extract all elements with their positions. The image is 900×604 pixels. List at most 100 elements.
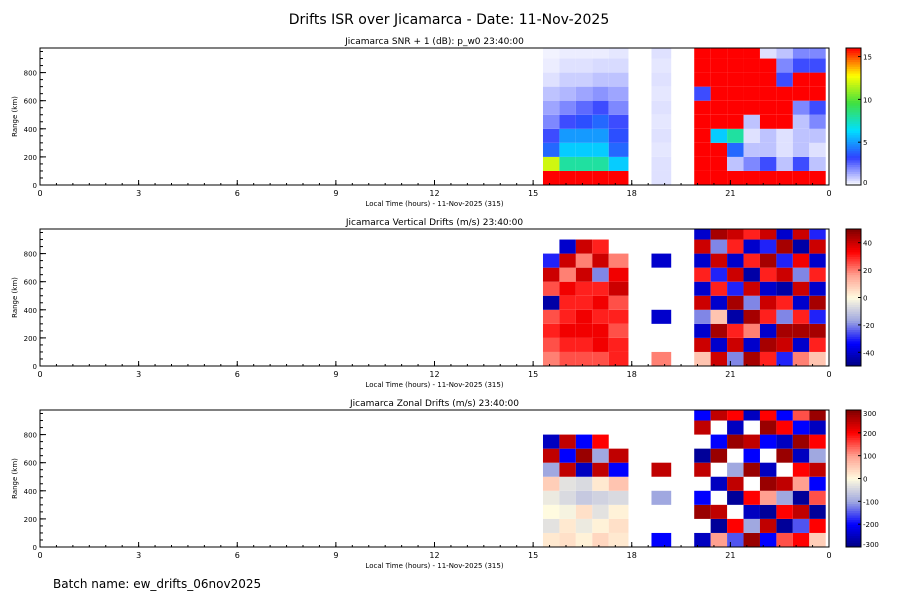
x-axis-label: Local Time (hours) - 11-Nov-2025 (315) bbox=[365, 200, 503, 208]
heatmap-cell bbox=[559, 351, 576, 366]
colorbar-segment bbox=[846, 247, 861, 251]
heatmap-cell bbox=[759, 170, 777, 185]
heatmap-cell bbox=[559, 267, 576, 282]
colorbar-segment bbox=[846, 52, 861, 56]
colorbar-tick-label: 10 bbox=[863, 96, 872, 104]
heatmap-cell bbox=[710, 323, 728, 338]
heatmap-cell bbox=[559, 532, 576, 547]
colorbar-segment bbox=[846, 517, 861, 521]
heatmap-cell bbox=[809, 434, 826, 449]
colorbar-segment bbox=[846, 89, 861, 92]
heatmap-cell bbox=[592, 434, 609, 449]
heatmap-cell bbox=[575, 532, 593, 547]
x-tick-label: 18 bbox=[627, 370, 637, 379]
heatmap-cell bbox=[710, 410, 728, 421]
heatmap-cell bbox=[759, 323, 777, 338]
heatmap-cell bbox=[575, 434, 593, 449]
heatmap-cell bbox=[651, 490, 672, 505]
heatmap-cell bbox=[542, 100, 560, 115]
heatmap-cell bbox=[710, 281, 728, 296]
heatmap-cell bbox=[542, 72, 560, 87]
heatmap-cell bbox=[809, 72, 826, 87]
heatmap-cell bbox=[776, 420, 793, 435]
y-tick-label: 600 bbox=[24, 460, 37, 468]
colorbar-segment bbox=[846, 178, 861, 181]
colorbar-segment bbox=[846, 528, 861, 532]
colorbar: 0 5 10 15 bbox=[845, 47, 872, 187]
heatmap-cell bbox=[608, 86, 629, 101]
heatmap-cell bbox=[694, 295, 711, 310]
heatmap-cell bbox=[694, 142, 711, 157]
heatmap-cell bbox=[542, 253, 560, 268]
colorbar-segment bbox=[846, 352, 861, 356]
heatmap-cell bbox=[559, 448, 576, 463]
colorbar-tick-label: 200 bbox=[863, 430, 876, 438]
figure-title: Drifts ISR over Jicamarca - Date: 11-Nov… bbox=[289, 12, 610, 28]
colorbar-segment bbox=[846, 258, 861, 262]
heatmap-cell bbox=[809, 142, 826, 157]
colorbar-segment bbox=[846, 311, 861, 314]
heatmap-cell bbox=[809, 518, 826, 533]
colorbar-segment bbox=[846, 329, 861, 333]
y-tick-label: 0 bbox=[33, 363, 37, 371]
colorbar-segment bbox=[846, 435, 861, 438]
heatmap-cell bbox=[542, 48, 560, 59]
heatmap-cell bbox=[651, 58, 672, 73]
heatmap-cell bbox=[727, 253, 744, 268]
heatmap-cell bbox=[759, 504, 777, 519]
heatmap-cell bbox=[792, 462, 810, 477]
colorbar-tick-label: 40 bbox=[863, 240, 872, 248]
heatmap-cell bbox=[608, 114, 629, 129]
heatmap-cell bbox=[792, 295, 810, 310]
heatmap-cell bbox=[542, 58, 560, 73]
colorbar-segment bbox=[846, 137, 861, 140]
heatmap-cell bbox=[727, 462, 744, 477]
colorbar-segment bbox=[846, 118, 861, 122]
x-tick-label: 18 bbox=[627, 189, 637, 198]
colorbar-segment bbox=[846, 242, 861, 246]
colorbar-segment bbox=[846, 157, 861, 161]
heatmap-cell bbox=[575, 476, 593, 491]
colorbar-segment bbox=[846, 297, 861, 301]
heatmap-cell bbox=[559, 86, 576, 101]
colorbar-segment bbox=[846, 54, 861, 58]
x-tick-label: 0 bbox=[826, 370, 831, 379]
colorbar-segment bbox=[846, 526, 861, 530]
colorbar-segment bbox=[846, 437, 861, 441]
heatmap-cell bbox=[727, 170, 744, 185]
colorbar-segment bbox=[846, 519, 861, 523]
heatmap-cell bbox=[651, 462, 672, 477]
heatmap-cell bbox=[575, 253, 593, 268]
colorbar-segment bbox=[846, 515, 861, 518]
heatmap-cell bbox=[575, 128, 593, 143]
colorbar-segment bbox=[846, 111, 861, 115]
heatmap-cell bbox=[559, 518, 576, 533]
heatmap-cell bbox=[651, 156, 672, 171]
heatmap-cell bbox=[776, 532, 793, 547]
heatmap-cell bbox=[727, 518, 744, 533]
x-tick-label: 6 bbox=[235, 189, 240, 198]
y-axis-label: Range (km) bbox=[11, 458, 19, 499]
colorbar-segment bbox=[846, 505, 861, 509]
heatmap-cell bbox=[776, 142, 793, 157]
colorbar-segment bbox=[846, 492, 861, 495]
heatmap-cell bbox=[608, 128, 629, 143]
heatmap-cell bbox=[743, 72, 760, 87]
heatmap-cell bbox=[651, 128, 672, 143]
colorbar-segment bbox=[846, 107, 861, 111]
heatmap-cell bbox=[792, 476, 810, 491]
heatmap-cell bbox=[727, 239, 744, 254]
heatmap-cell bbox=[776, 86, 793, 101]
colorbar-segment bbox=[846, 489, 861, 493]
heatmap-cell bbox=[542, 448, 560, 463]
heatmap-cell bbox=[743, 448, 760, 463]
heatmap-cell bbox=[542, 323, 560, 338]
colorbar-segment bbox=[846, 235, 861, 239]
heatmap-cell bbox=[776, 253, 793, 268]
colorbar-segment bbox=[846, 503, 861, 507]
heatmap-cell bbox=[710, 295, 728, 310]
heatmap-cell bbox=[759, 142, 777, 157]
heatmap-cell bbox=[559, 156, 576, 171]
heatmap-cell bbox=[776, 239, 793, 254]
colorbar-segment bbox=[846, 98, 861, 102]
